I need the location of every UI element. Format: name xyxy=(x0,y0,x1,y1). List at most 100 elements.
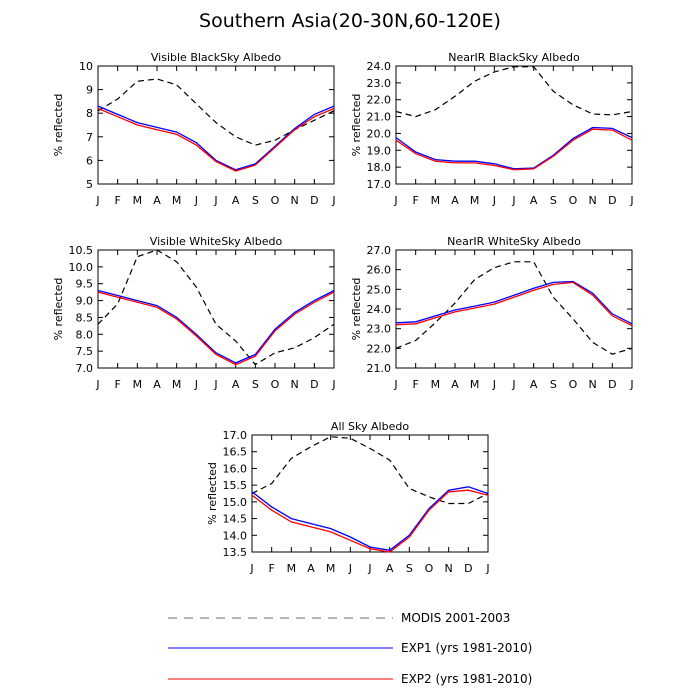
y-tick-label: 10.5 xyxy=(69,244,94,257)
y-tick-label: 8 xyxy=(86,107,93,120)
x-tick-label: J xyxy=(95,194,99,207)
x-tick-label: S xyxy=(252,194,259,207)
x-tick-label: N xyxy=(445,562,453,575)
x-tick-label: J xyxy=(194,378,198,391)
x-tick-label: M xyxy=(172,378,182,391)
x-tick-label: J xyxy=(348,562,352,575)
series-line-exp1 xyxy=(97,105,335,171)
x-tick-label: D xyxy=(608,194,616,207)
x-tick-label: J xyxy=(249,562,253,575)
x-tick-label: F xyxy=(115,194,121,207)
y-tick-label: 14.5 xyxy=(223,513,248,526)
series-line-exp2 xyxy=(395,281,633,327)
y-tick-label: 23.0 xyxy=(367,323,392,336)
y-axis-label: % reflected xyxy=(350,278,363,341)
x-tick-label: S xyxy=(550,378,557,391)
x-tick-label: A xyxy=(153,378,161,391)
x-tick-label: A xyxy=(153,194,161,207)
legend-label: EXP1 (yrs 1981-2010) xyxy=(401,641,532,655)
x-tick-label: O xyxy=(569,194,578,207)
x-tick-label: J xyxy=(485,562,489,575)
y-tick-label: 5 xyxy=(86,178,93,191)
y-tick-label: 19.0 xyxy=(367,144,392,157)
series-line-exp1 xyxy=(395,280,633,325)
y-tick-label: 25.0 xyxy=(367,283,392,296)
series-line-modis xyxy=(251,436,489,505)
x-tick-label: M xyxy=(326,562,336,575)
panel-title: Visible BlackSky Albedo xyxy=(151,51,281,64)
x-tick-label: M xyxy=(431,378,441,391)
x-tick-label: J xyxy=(331,378,335,391)
x-tick-label: N xyxy=(589,378,597,391)
panel-title: Visible WhiteSky Albedo xyxy=(150,235,283,248)
x-tick-label: J xyxy=(393,194,397,207)
x-tick-label: S xyxy=(550,194,557,207)
x-tick-label: A xyxy=(451,194,459,207)
series-line-exp2 xyxy=(251,489,489,553)
panel-title: All Sky Albedo xyxy=(331,420,409,433)
x-tick-label: D xyxy=(608,378,616,391)
x-tick-label: F xyxy=(269,562,275,575)
x-tick-label: M xyxy=(133,378,143,391)
y-axis-label: % reflected xyxy=(350,94,363,157)
y-axis-label: % reflected xyxy=(52,278,65,341)
series-line-exp1 xyxy=(97,289,335,364)
y-tick-label: 9.5 xyxy=(76,278,94,291)
y-tick-label: 18.0 xyxy=(367,161,392,174)
series-line-modis xyxy=(97,249,335,366)
y-tick-label: 21.0 xyxy=(367,111,392,124)
x-tick-label: A xyxy=(232,378,240,391)
series-line-exp2 xyxy=(395,128,633,171)
x-tick-label: M xyxy=(287,562,297,575)
x-tick-label: M xyxy=(133,194,143,207)
x-tick-label: F xyxy=(115,378,121,391)
x-tick-label: M xyxy=(431,194,441,207)
figure-title: Southern Asia(20-30N,60-120E) xyxy=(199,10,501,32)
x-tick-label: J xyxy=(492,378,496,391)
x-tick-label: N xyxy=(291,194,299,207)
y-tick-label: 27.0 xyxy=(367,244,392,257)
panel-title: NearIR BlackSky Albedo xyxy=(448,51,580,64)
series-line-modis xyxy=(395,66,633,118)
x-tick-label: A xyxy=(307,562,315,575)
series-line-exp1 xyxy=(251,486,489,551)
x-tick-label: D xyxy=(310,194,318,207)
x-tick-label: A xyxy=(530,378,538,391)
plot-frame xyxy=(251,434,489,553)
y-tick-label: 7 xyxy=(86,131,93,144)
y-tick-label: 8.0 xyxy=(76,328,94,341)
x-tick-label: J xyxy=(194,194,198,207)
y-tick-label: 17.0 xyxy=(223,429,248,442)
y-tick-label: 22.0 xyxy=(367,342,392,355)
legend-label: EXP2 (yrs 1981-2010) xyxy=(401,672,532,686)
x-tick-label: M xyxy=(470,378,480,391)
y-tick-label: 17.0 xyxy=(367,178,392,191)
plot-frame xyxy=(395,249,633,369)
y-tick-label: 6 xyxy=(86,154,93,167)
y-tick-label: 13.5 xyxy=(223,546,248,559)
y-tick-label: 16.0 xyxy=(223,462,248,475)
x-tick-label: O xyxy=(425,562,434,575)
y-axis-label: % reflected xyxy=(206,462,219,525)
y-tick-label: 22.0 xyxy=(367,94,392,107)
x-tick-label: N xyxy=(291,378,299,391)
y-tick-label: 23.0 xyxy=(367,77,392,90)
x-tick-label: J xyxy=(511,194,515,207)
y-tick-label: 9.0 xyxy=(76,295,94,308)
x-tick-label: S xyxy=(406,562,413,575)
x-tick-label: M xyxy=(172,194,182,207)
legend-label: MODIS 2001-2003 xyxy=(401,611,510,625)
series-line-exp1 xyxy=(395,126,633,170)
x-tick-label: N xyxy=(589,194,597,207)
y-tick-label: 7.5 xyxy=(76,345,94,358)
series-line-modis xyxy=(395,261,633,355)
x-tick-label: J xyxy=(511,378,515,391)
y-tick-label: 20.0 xyxy=(367,127,392,140)
x-tick-label: J xyxy=(393,378,397,391)
x-tick-label: D xyxy=(464,562,472,575)
x-tick-label: F xyxy=(413,194,419,207)
y-tick-label: 15.0 xyxy=(223,496,248,509)
x-tick-label: A xyxy=(386,562,394,575)
series-line-exp2 xyxy=(97,107,335,172)
